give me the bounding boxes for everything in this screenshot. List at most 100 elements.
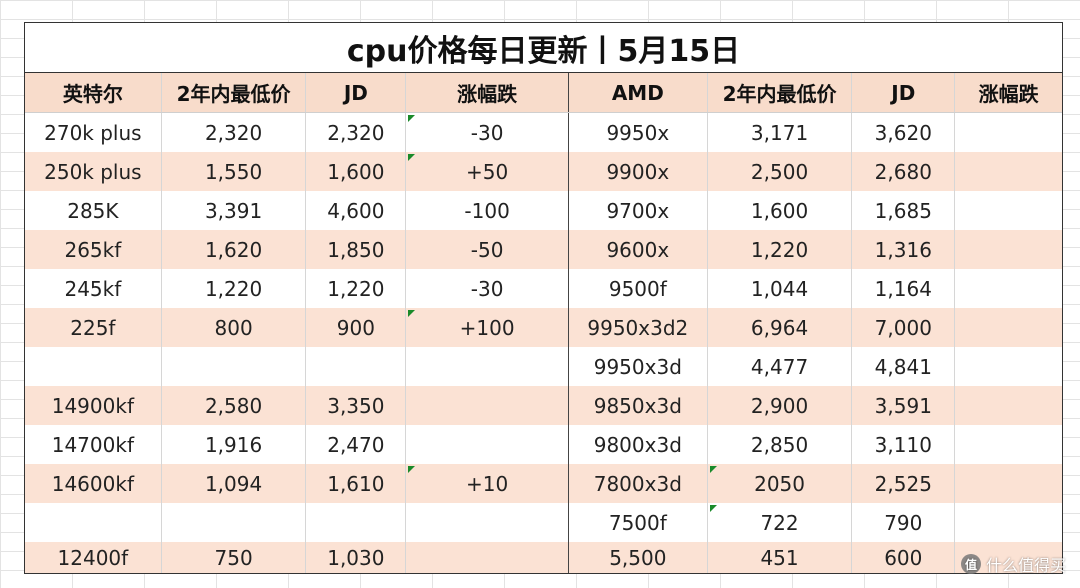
intel-low-cell[interactable]: 750: [162, 542, 307, 573]
amd-jd-cell[interactable]: 790: [852, 503, 956, 542]
amd-low-cell[interactable]: 722: [708, 503, 853, 542]
intel-low-cell[interactable]: 1,916: [162, 425, 307, 464]
intel-jd-cell[interactable]: 2,320: [306, 113, 407, 152]
intel-jd-cell[interactable]: 4,600: [306, 191, 407, 230]
intel-change-cell[interactable]: -30: [406, 113, 569, 152]
amd-low-cell[interactable]: 1,220: [708, 230, 853, 269]
header-intel-low[interactable]: 2年内最低价: [162, 73, 307, 112]
intel-jd-cell[interactable]: 1,030: [306, 542, 407, 573]
amd-model-cell[interactable]: 5,500: [569, 542, 708, 573]
header-intel-change[interactable]: 涨幅跌: [406, 73, 569, 112]
intel-jd-cell[interactable]: 900: [306, 308, 407, 347]
amd-change-cell[interactable]: [955, 425, 1062, 464]
intel-model-cell[interactable]: 14700kf: [25, 425, 162, 464]
intel-change-cell[interactable]: [406, 503, 569, 542]
intel-change-cell[interactable]: -30: [406, 269, 569, 308]
intel-change-cell[interactable]: +100: [406, 308, 569, 347]
intel-change-cell[interactable]: +10: [406, 464, 569, 503]
amd-model-cell[interactable]: 9950x3d: [569, 347, 708, 386]
intel-low-cell[interactable]: [162, 347, 307, 386]
intel-low-cell[interactable]: 800: [162, 308, 307, 347]
intel-model-cell[interactable]: 250k plus: [25, 152, 162, 191]
intel-model-cell[interactable]: 225f: [25, 308, 162, 347]
amd-jd-cell[interactable]: 1,316: [852, 230, 956, 269]
intel-change-cell[interactable]: [406, 386, 569, 425]
amd-low-cell[interactable]: 1,044: [708, 269, 853, 308]
intel-model-cell[interactable]: 12400f: [25, 542, 162, 573]
header-intel[interactable]: 英特尔: [25, 73, 162, 112]
amd-model-cell[interactable]: 9950x3d2: [569, 308, 708, 347]
amd-model-cell[interactable]: 9850x3d: [569, 386, 708, 425]
amd-low-cell[interactable]: 2,850: [708, 425, 853, 464]
header-amd-change[interactable]: 涨幅跌: [978, 82, 1039, 106]
intel-jd-cell[interactable]: [306, 503, 407, 542]
amd-jd-cell[interactable]: 600: [852, 542, 956, 573]
intel-jd-cell[interactable]: 1,220: [306, 269, 407, 308]
intel-low-cell[interactable]: 3,391: [162, 191, 307, 230]
amd-jd-cell[interactable]: 3,620: [852, 113, 956, 152]
amd-model-cell[interactable]: 9500f: [569, 269, 708, 308]
intel-change-cell[interactable]: -100: [406, 191, 569, 230]
intel-model-cell[interactable]: 270k plus: [25, 113, 162, 152]
amd-jd-cell[interactable]: 1,685: [852, 191, 956, 230]
amd-low-cell[interactable]: 2050: [708, 464, 853, 503]
header-amd-low[interactable]: 2年内最低价: [708, 73, 853, 112]
intel-jd-cell[interactable]: [306, 347, 407, 386]
amd-model-cell[interactable]: 9900x: [569, 152, 708, 191]
intel-low-cell[interactable]: 1,620: [162, 230, 307, 269]
amd-jd-cell[interactable]: 3,591: [852, 386, 956, 425]
amd-change-cell[interactable]: [955, 503, 1062, 542]
amd-change-cell[interactable]: [955, 308, 1062, 347]
intel-change-cell[interactable]: [406, 542, 569, 573]
intel-change-cell[interactable]: -50: [406, 230, 569, 269]
amd-jd-cell[interactable]: 2,680: [852, 152, 956, 191]
intel-model-cell[interactable]: 285K: [25, 191, 162, 230]
intel-change-cell[interactable]: [406, 425, 569, 464]
intel-low-cell[interactable]: 2,320: [162, 113, 307, 152]
amd-low-cell[interactable]: 1,600: [708, 191, 853, 230]
header-intel-jd[interactable]: JD: [306, 73, 407, 112]
intel-jd-cell[interactable]: 1,850: [306, 230, 407, 269]
amd-low-cell[interactable]: 2,900: [708, 386, 853, 425]
amd-jd-cell[interactable]: 3,110: [852, 425, 956, 464]
amd-change-cell[interactable]: [955, 230, 1062, 269]
intel-jd-cell[interactable]: 1,600: [306, 152, 407, 191]
intel-change-cell[interactable]: [406, 347, 569, 386]
amd-change-cell[interactable]: [955, 386, 1062, 425]
intel-low-cell[interactable]: 1,094: [162, 464, 307, 503]
intel-low-cell[interactable]: 1,550: [162, 152, 307, 191]
amd-jd-cell[interactable]: 1,164: [852, 269, 956, 308]
header-amd[interactable]: AMD: [569, 73, 708, 112]
amd-change-cell[interactable]: [955, 269, 1062, 308]
intel-change-cell[interactable]: +50: [406, 152, 569, 191]
amd-low-cell[interactable]: 4,477: [708, 347, 853, 386]
intel-model-cell[interactable]: 14900kf: [25, 386, 162, 425]
amd-model-cell[interactable]: 9700x: [569, 191, 708, 230]
intel-model-cell[interactable]: [25, 347, 162, 386]
amd-change-cell[interactable]: [955, 191, 1062, 230]
intel-jd-cell[interactable]: 2,470: [306, 425, 407, 464]
amd-change-cell[interactable]: [955, 113, 1062, 152]
amd-model-cell[interactable]: 7500f: [569, 503, 708, 542]
header-amd-jd[interactable]: JD: [852, 73, 956, 112]
intel-low-cell[interactable]: 2,580: [162, 386, 307, 425]
amd-model-cell[interactable]: 9800x3d: [569, 425, 708, 464]
intel-jd-cell[interactable]: 1,610: [306, 464, 407, 503]
amd-jd-cell[interactable]: 7,000: [852, 308, 956, 347]
intel-model-cell[interactable]: [25, 503, 162, 542]
amd-model-cell[interactable]: 7800x3d: [569, 464, 708, 503]
amd-change-cell[interactable]: [955, 464, 1062, 503]
amd-low-cell[interactable]: 451: [708, 542, 853, 573]
amd-low-cell[interactable]: 6,964: [708, 308, 853, 347]
intel-model-cell[interactable]: 265kf: [25, 230, 162, 269]
amd-model-cell[interactable]: 9600x: [569, 230, 708, 269]
intel-model-cell[interactable]: 245kf: [25, 269, 162, 308]
intel-jd-cell[interactable]: 3,350: [306, 386, 407, 425]
intel-low-cell[interactable]: 1,220: [162, 269, 307, 308]
amd-change-cell[interactable]: [955, 152, 1062, 191]
amd-low-cell[interactable]: 3,171: [708, 113, 853, 152]
intel-low-cell[interactable]: [162, 503, 307, 542]
amd-jd-cell[interactable]: 4,841: [852, 347, 956, 386]
intel-model-cell[interactable]: 14600kf: [25, 464, 162, 503]
amd-model-cell[interactable]: 9950x: [569, 113, 708, 152]
